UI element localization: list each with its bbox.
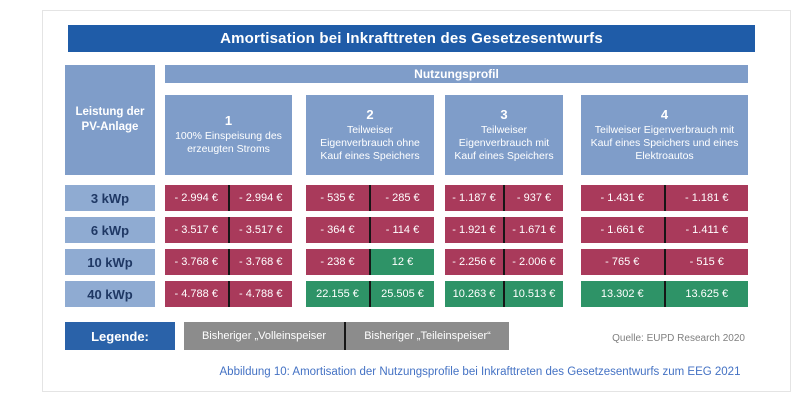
cell-divider (227, 185, 230, 211)
row-axis-header: Leistung der PV-Anlage (65, 65, 155, 175)
table-row: 22.155 € 25.505 € (306, 281, 434, 307)
column-header-4: 4 Teilweiser Eigenverbrauch mit Kauf ein… (581, 95, 748, 175)
value-cell: - 2.994 € (229, 185, 292, 211)
cell-divider (227, 249, 230, 275)
column-label: Teilweiser Eigenverbrauch ohne Kauf eine… (320, 123, 420, 162)
value-cell: - 3.768 € (229, 249, 292, 275)
value-cell: 13.625 € (665, 281, 748, 307)
row-label-3kwp: 3 kWp (65, 185, 155, 211)
value-cell: - 4.788 € (229, 281, 292, 307)
value-cell: - 1.411 € (665, 217, 748, 243)
legend-item-teileinspeiser: Bisheriger „Teileinspeiser“ (346, 322, 509, 350)
column-label: 100% Einspeisung des erzeugten Stroms (175, 130, 282, 156)
column-header-2: 2 Teilweiser Eigenverbrauch ohne Kauf ei… (306, 95, 434, 175)
table-row: - 3.768 € - 3.768 € (165, 249, 292, 275)
column-header-3: 3 Teilweiser Eigenverbrauch mit Kauf ein… (445, 95, 563, 175)
table-row: - 364 € - 114 € (306, 217, 434, 243)
chart-title: Amortisation bei Inkrafttreten des Geset… (68, 25, 755, 52)
table-row: - 1.661 € - 1.411 € (581, 217, 748, 243)
table-row: - 2.994 € - 2.994 € (165, 185, 292, 211)
value-cell: - 2.256 € (445, 249, 503, 275)
value-cell: - 1.431 € (581, 185, 664, 211)
table-row: 10.263 € 10.513 € (445, 281, 563, 307)
table-row: - 1.921 € - 1.671 € (445, 217, 563, 243)
value-cell: - 285 € (371, 185, 434, 211)
value-cell: 10.263 € (445, 281, 503, 307)
cell-divider (503, 185, 505, 211)
cell-divider (663, 185, 666, 211)
cell-divider (369, 281, 371, 307)
value-cell: - 1.181 € (665, 185, 748, 211)
column-label: Teilweiser Eigenverbrauch mit Kauf eines… (454, 123, 554, 162)
value-cell: - 3.517 € (229, 217, 292, 243)
value-cell: - 937 € (505, 185, 563, 211)
value-cell: - 1.187 € (445, 185, 503, 211)
value-cell: - 3.768 € (165, 249, 228, 275)
value-cell: - 3.517 € (165, 217, 228, 243)
group-header-nutzungsprofil: Nutzungsprofil (165, 65, 748, 83)
figure-frame (42, 10, 791, 392)
row-label-40kwp: 40 kWp (65, 281, 155, 307)
cell-divider (369, 217, 371, 243)
column-label: Teilweiser Eigenverbrauch mit Kauf eines… (590, 123, 739, 162)
value-cell: - 535 € (306, 185, 369, 211)
cell-divider (663, 217, 666, 243)
value-cell: 12 € (371, 249, 434, 275)
value-cell: 25.505 € (371, 281, 434, 307)
table-row: - 3.517 € - 3.517 € (165, 217, 292, 243)
cell-divider (503, 281, 505, 307)
value-cell: - 1.671 € (505, 217, 563, 243)
column-header-1: 1 100% Einspeisung des erzeugten Stroms (165, 95, 292, 175)
cell-divider (663, 249, 666, 275)
value-cell: - 4.788 € (165, 281, 228, 307)
cell-divider (503, 249, 505, 275)
value-cell: - 1.661 € (581, 217, 664, 243)
cell-divider (663, 281, 666, 307)
value-cell: - 364 € (306, 217, 369, 243)
cell-divider (503, 217, 505, 243)
table-row: - 2.256 € - 2.006 € (445, 249, 563, 275)
value-cell: - 1.921 € (445, 217, 503, 243)
table-row: - 1.431 € - 1.181 € (581, 185, 748, 211)
value-cell: 13.302 € (581, 281, 664, 307)
table-row: - 1.187 € - 937 € (445, 185, 563, 211)
value-cell: - 114 € (371, 217, 434, 243)
value-cell: - 2.006 € (505, 249, 563, 275)
column-number: 3 (500, 106, 508, 122)
value-cell: - 515 € (665, 249, 748, 275)
legend-title: Legende: (65, 322, 175, 350)
column-number: 1 (224, 113, 233, 129)
legend-item-volleinspeiser: Bisheriger „Volleinspeiser (184, 322, 344, 350)
table-row: 13.302 € 13.625 € (581, 281, 748, 307)
cell-divider (369, 185, 371, 211)
row-label-10kwp: 10 kWp (65, 249, 155, 275)
row-label-6kwp: 6 kWp (65, 217, 155, 243)
value-cell: - 765 € (581, 249, 664, 275)
value-cell: - 238 € (306, 249, 369, 275)
column-number: 2 (366, 106, 374, 122)
legend-divider (344, 322, 346, 350)
value-cell: 22.155 € (306, 281, 369, 307)
table-row: - 238 € 12 € (306, 249, 434, 275)
value-cell: 10.513 € (505, 281, 563, 307)
table-row: - 535 € - 285 € (306, 185, 434, 211)
column-number: 4 (660, 106, 669, 122)
table-row: - 765 € - 515 € (581, 249, 748, 275)
value-cell: - 2.994 € (165, 185, 228, 211)
source-credit: Quelle: EUPD Research 2020 (612, 333, 745, 344)
figure-caption: Abbildung 10: Amortisation der Nutzungsp… (219, 366, 741, 378)
table-row: - 4.788 € - 4.788 € (165, 281, 292, 307)
cell-divider (227, 281, 230, 307)
cell-divider (227, 217, 230, 243)
cell-divider (369, 249, 371, 275)
